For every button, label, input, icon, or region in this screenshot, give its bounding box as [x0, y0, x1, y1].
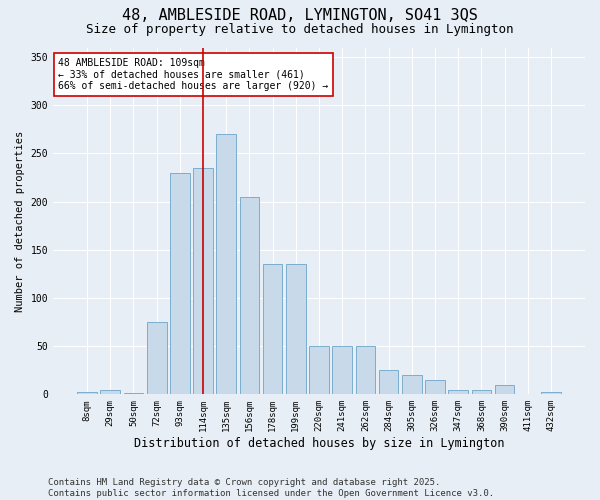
Bar — [472, 390, 491, 394]
Bar — [425, 380, 445, 394]
Bar — [541, 392, 561, 394]
Bar — [356, 346, 375, 395]
Text: 48 AMBLESIDE ROAD: 109sqm
← 33% of detached houses are smaller (461)
66% of semi: 48 AMBLESIDE ROAD: 109sqm ← 33% of detac… — [58, 58, 329, 91]
Bar — [147, 322, 167, 394]
Text: Size of property relative to detached houses in Lymington: Size of property relative to detached ho… — [86, 22, 514, 36]
Text: 48, AMBLESIDE ROAD, LYMINGTON, SO41 3QS: 48, AMBLESIDE ROAD, LYMINGTON, SO41 3QS — [122, 8, 478, 22]
Bar — [100, 390, 120, 394]
Bar — [263, 264, 283, 394]
Y-axis label: Number of detached properties: Number of detached properties — [15, 130, 25, 312]
Bar — [309, 346, 329, 395]
Bar — [495, 384, 514, 394]
Bar — [402, 375, 422, 394]
Bar — [286, 264, 305, 394]
Bar — [239, 197, 259, 394]
Bar — [193, 168, 213, 394]
Bar — [332, 346, 352, 395]
X-axis label: Distribution of detached houses by size in Lymington: Distribution of detached houses by size … — [134, 437, 504, 450]
Bar — [217, 134, 236, 394]
Bar — [379, 370, 398, 394]
Text: Contains HM Land Registry data © Crown copyright and database right 2025.
Contai: Contains HM Land Registry data © Crown c… — [48, 478, 494, 498]
Bar — [77, 392, 97, 394]
Bar — [448, 390, 468, 394]
Bar — [170, 172, 190, 394]
